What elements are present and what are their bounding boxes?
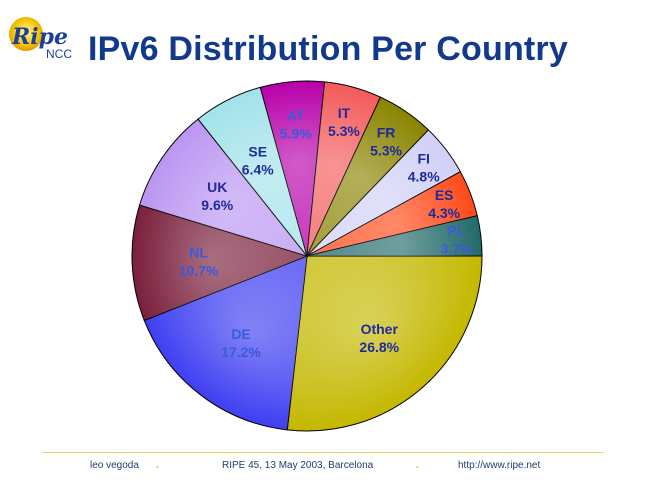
ripe-ncc-logo: Ripe NCC xyxy=(9,17,72,61)
page-title: IPv6 Distribution Per Country xyxy=(88,30,568,68)
footer-url[interactable]: http://www.ripe.net xyxy=(458,460,541,471)
slice-percent-label: 5.3% xyxy=(370,142,402,158)
pie-slice-shading-pl xyxy=(307,215,482,256)
slice-name-label: AT xyxy=(287,107,305,123)
footer-event: RIPE 45, 13 May 2003, Barcelona xyxy=(222,460,374,471)
slice-name-label: Other xyxy=(361,321,399,337)
logo-text-main: Ripe xyxy=(11,24,68,50)
slice-percent-label: 6.4% xyxy=(242,161,274,177)
pie-slice-shading-fi xyxy=(307,129,461,256)
pie-labels: Other 26.8% DE 17.2% NL 10.7% UK 9.6% SE 6.4% AT 5.… xyxy=(179,105,473,360)
slice-percent-label: 4.8% xyxy=(408,169,440,185)
footer-author: leo vegoda xyxy=(90,460,139,471)
pie-slice-shading-se xyxy=(198,87,307,256)
pie-slices xyxy=(131,80,483,432)
slice-percent-label: 26.8% xyxy=(359,339,399,355)
logo-sun-icon xyxy=(9,17,43,51)
slice-name-label: NL xyxy=(189,244,208,260)
pie-slice-shading-it xyxy=(307,81,381,256)
pie-slice-shading-nl xyxy=(132,205,307,321)
pie-slice-shading-fr xyxy=(307,97,429,257)
pie-slice-shading-uk xyxy=(139,119,307,257)
pie-slice-shading-de xyxy=(144,256,307,430)
footer-rule xyxy=(42,452,604,453)
logo-text-sub: NCC xyxy=(46,47,72,61)
pie-slice-shading-other xyxy=(287,256,482,432)
slice-percent-label: 5.9% xyxy=(280,125,312,141)
slice-percent-label: 3.7% xyxy=(441,241,473,257)
slice-percent-label: 5.3% xyxy=(328,123,360,139)
slice-name-label: UK xyxy=(207,179,227,195)
slice-name-label: IT xyxy=(338,105,351,121)
footer-separator-dot: . xyxy=(156,460,159,471)
slice-name-label: ES xyxy=(435,187,454,203)
pie-slice-shading-at xyxy=(260,80,325,256)
slice-name-label: SE xyxy=(248,143,267,159)
slice-percent-label: 4.3% xyxy=(428,205,460,221)
slice-percent-label: 17.2% xyxy=(221,344,261,360)
slice-name-label: FR xyxy=(377,124,396,140)
slice-name-label: FI xyxy=(417,151,429,167)
slice-name-label: DE xyxy=(231,326,250,342)
slice-name-label: PL xyxy=(448,223,466,239)
footer-separator-dot: . xyxy=(416,460,419,471)
pie-slice-shading-es xyxy=(307,171,478,256)
slice-percent-label: 9.6% xyxy=(201,197,233,213)
slice-percent-label: 10.7% xyxy=(179,262,219,278)
